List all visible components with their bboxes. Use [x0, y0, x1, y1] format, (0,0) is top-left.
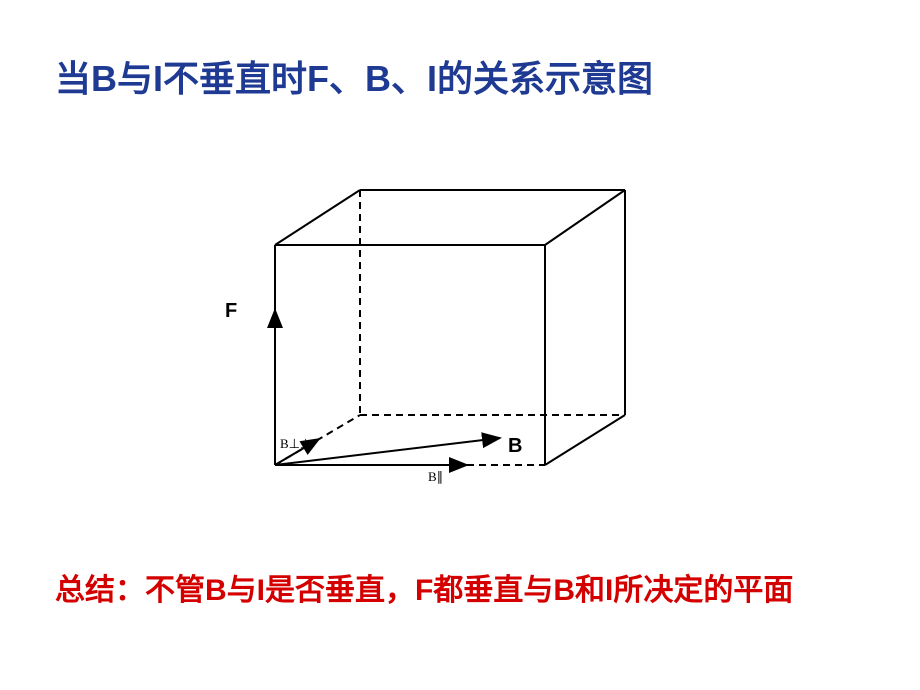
edge-bottom-right-depth: [545, 415, 625, 465]
edge-top-right-depth: [545, 190, 625, 245]
label-B-par: B∥: [428, 469, 443, 485]
label-F: F: [225, 300, 237, 323]
page-title: 当B与I不垂直时F、B、I的关系示意图: [55, 55, 860, 104]
label-B-perp: B⊥⊥: [280, 436, 311, 452]
cube-svg: [255, 155, 635, 525]
label-B: B: [508, 435, 522, 458]
conclusion-text: 总结：不管B与I是否垂直，F都垂直与B和I所决定的平面: [55, 570, 860, 612]
cube-diagram: [255, 155, 635, 525]
edge-top-left-depth: [275, 190, 360, 245]
